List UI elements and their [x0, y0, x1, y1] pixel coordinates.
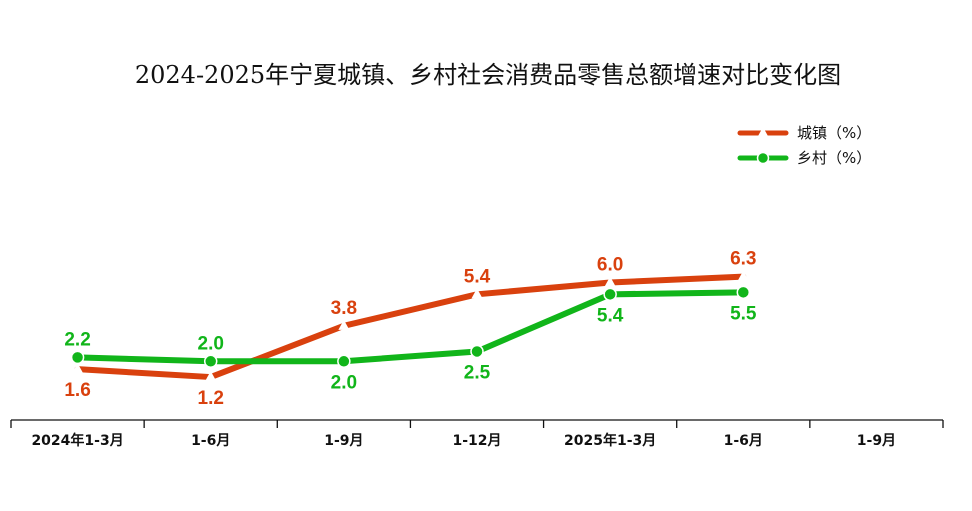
- x-tick-label: 1-6月: [724, 433, 763, 449]
- x-axis: 2024年1-3月 1-6月 1-9月 1-12月 2025年1-3月 1-6月 1-9月: [10, 419, 944, 449]
- data-label: 2.5: [464, 362, 491, 383]
- data-point-triangle: [338, 319, 350, 330]
- data-label: 2.0: [331, 372, 357, 393]
- x-tick-label: 1-9月: [324, 433, 363, 449]
- data-point-circle: [603, 287, 617, 302]
- x-tick-label: 1-6月: [191, 433, 230, 449]
- data-point-circle: [203, 354, 218, 369]
- data-label: 1.6: [64, 380, 90, 401]
- data-point-triangle: [72, 363, 84, 374]
- data-point-circle: [470, 344, 484, 359]
- data-label: 1.2: [198, 388, 224, 409]
- series-line-1: [74, 289, 747, 365]
- data-point-circle: [736, 285, 751, 300]
- x-tick-label: 1-12月: [452, 433, 501, 449]
- x-tick-label: 1-9月: [857, 433, 896, 449]
- x-tick-label: 2024年1-3月: [31, 432, 123, 449]
- chart-title: 2024-2025年宁夏城镇、乡村社会消费品零售总额增速对比变化图: [135, 61, 841, 89]
- legend-circle-icon: [756, 151, 770, 165]
- data-label: 5.4: [597, 305, 624, 326]
- data-label: 6.0: [597, 255, 623, 276]
- data-point-circle: [70, 350, 85, 365]
- data-point-circle: [337, 354, 351, 369]
- data-label: 5.5: [730, 303, 757, 324]
- legend-triangle-icon: [757, 127, 769, 137]
- series-line-0: [74, 273, 747, 381]
- data-point-triangle: [737, 270, 749, 281]
- data-label: 2.2: [64, 329, 90, 350]
- data-point-triangle: [604, 276, 616, 287]
- plot-area: 1.6 1.2 3.8 5.4 6.0 6.3 2.2 2.0 2.0 2.5 5.4 5.5: [64, 249, 757, 409]
- data-label: 3.8: [331, 298, 357, 319]
- legend-item-rural: 乡村（%）: [737, 149, 871, 167]
- legend-label-urban: 城镇（%）: [797, 124, 871, 142]
- legend-label-rural: 乡村（%）: [797, 149, 871, 167]
- data-label: 5.4: [464, 266, 491, 287]
- x-tick-label: 2025年1-3月: [564, 432, 656, 449]
- legend-item-urban: 城镇（%）: [737, 124, 871, 142]
- data-point-triangle: [205, 371, 217, 382]
- data-label: 2.0: [198, 333, 224, 354]
- data-point-triangle: [471, 288, 483, 299]
- data-label: 6.3: [730, 249, 756, 270]
- legend: 城镇（%） 乡村（%）: [737, 124, 871, 167]
